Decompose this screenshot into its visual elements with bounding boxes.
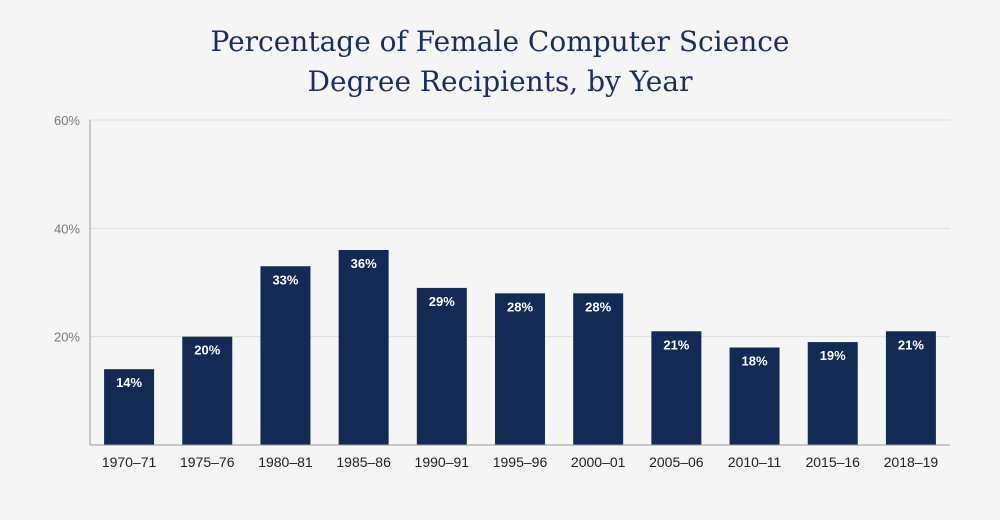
bar-value-label: 21% (898, 337, 924, 352)
y-tick-label: 60% (54, 113, 80, 128)
x-tick-label: 2010–11 (728, 454, 782, 470)
bar (104, 369, 155, 445)
bar (807, 342, 858, 445)
bar (495, 293, 545, 445)
bar-value-label: 28% (507, 299, 533, 314)
chart-title-line-1: Percentage of Female Computer Science (210, 25, 790, 58)
bar-value-label: 36% (351, 256, 377, 271)
x-tick-label: 1980–81 (258, 454, 313, 470)
chart-title-line-2: Degree Recipients, by Year (307, 65, 693, 98)
bar-value-label: 14% (116, 375, 142, 390)
y-axis-ticks: 20% 40% 60% (54, 113, 80, 345)
x-tick-label: 1990–91 (415, 454, 470, 470)
bar (416, 287, 467, 445)
x-tick-label: 1995–96 (493, 454, 548, 470)
bar-value-label: 28% (585, 299, 611, 314)
bar-value-label: 33% (272, 272, 298, 287)
x-tick-label: 2000–01 (571, 454, 626, 470)
bars (104, 250, 936, 445)
data-labels: 14% 20% 33% 36% 29% 28% 28% 21% 18% 19% 21% (116, 256, 924, 390)
bar-value-label: 29% (429, 294, 455, 309)
bar (573, 293, 624, 445)
bar (260, 266, 311, 445)
bar (651, 331, 702, 445)
x-axis-ticks: 1970–71 1975–76 1980–81 1985–86 1990–91 1995–… (102, 454, 939, 470)
bar (885, 331, 936, 445)
chart-title: Percentage of Female Computer Science De… (0, 22, 1000, 102)
x-tick-label: 2015–16 (805, 454, 860, 470)
bar-value-label: 19% (820, 348, 846, 363)
axes (89, 120, 950, 446)
x-tick-label: 2018–19 (884, 454, 939, 470)
bar-value-label: 18% (742, 354, 768, 369)
x-tick-label: 2005–06 (649, 454, 704, 470)
bar-value-label: 20% (194, 343, 220, 358)
y-tick-label: 20% (54, 330, 80, 345)
bar (729, 347, 780, 445)
bar (182, 336, 233, 445)
bar-value-label: 21% (663, 337, 689, 352)
y-tick-label: 40% (54, 221, 80, 236)
x-tick-label: 1970–71 (102, 454, 157, 470)
x-tick-label: 1975–76 (180, 454, 235, 470)
x-tick-label: 1985–86 (336, 454, 391, 470)
bar (338, 250, 389, 445)
